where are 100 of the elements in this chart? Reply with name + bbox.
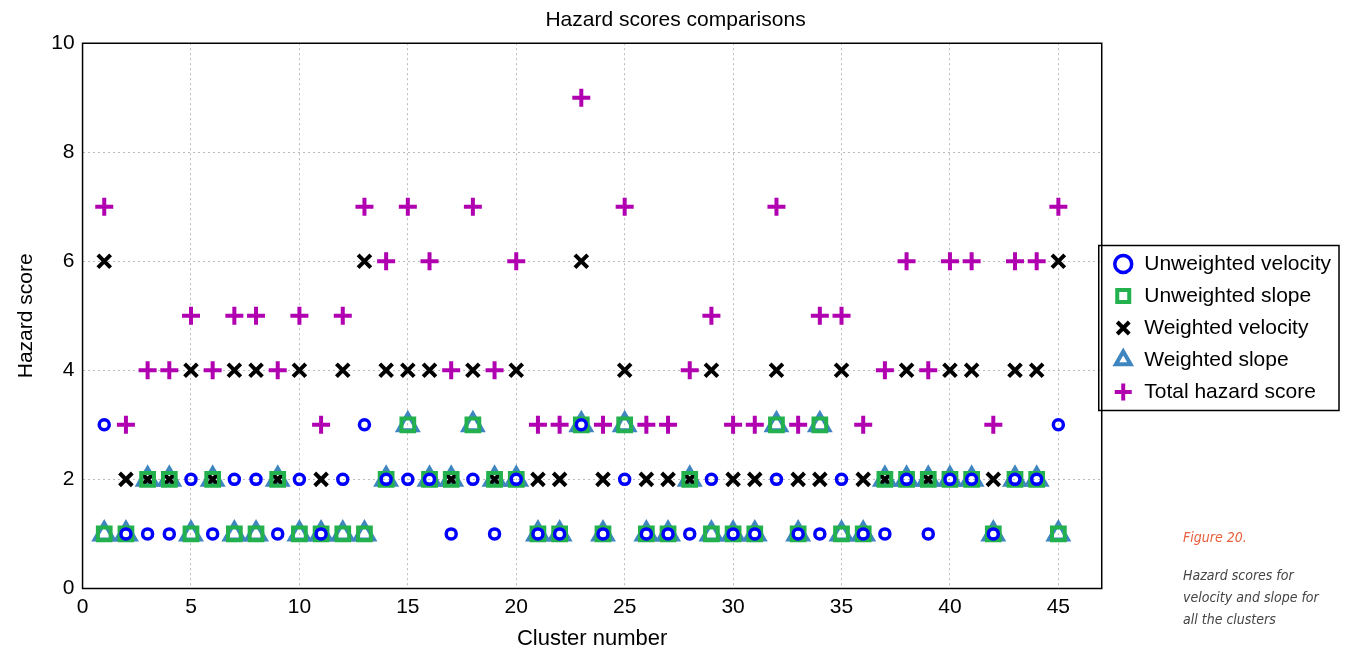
point (97, 418, 111, 432)
point (921, 527, 936, 541)
point (440, 359, 463, 382)
point (1050, 252, 1067, 270)
point (616, 361, 634, 379)
point (1028, 361, 1046, 379)
point (292, 472, 307, 487)
point (769, 472, 784, 487)
point (334, 361, 352, 379)
point (399, 361, 417, 379)
point (158, 359, 181, 382)
point (223, 304, 246, 327)
point (505, 250, 528, 273)
point (808, 304, 831, 327)
x-tick-label: 45 (1046, 593, 1071, 617)
point (722, 413, 745, 436)
point (960, 250, 983, 273)
point (746, 471, 764, 488)
x-tick-label: 5 (185, 593, 197, 617)
point (201, 359, 224, 382)
point (266, 359, 289, 382)
point (1006, 361, 1024, 379)
legend-label: Unweighted slope (1144, 282, 1312, 306)
point (483, 359, 506, 382)
y-tick-label: 10 (51, 30, 75, 53)
point (811, 471, 829, 488)
legend-label: Unweighted velocity (1144, 250, 1332, 274)
point (117, 471, 135, 488)
point (982, 413, 1005, 436)
point (205, 527, 220, 541)
point (637, 471, 655, 488)
point (789, 471, 807, 488)
point (93, 195, 116, 218)
point (464, 361, 482, 379)
legend-label: Weighted slope (1144, 346, 1289, 370)
point (270, 527, 285, 541)
point (813, 527, 827, 541)
legend-label: Weighted velocity (1144, 314, 1309, 338)
point (551, 471, 568, 488)
chart-title: Hazard scores comparisons (545, 7, 806, 31)
point (249, 472, 263, 487)
point (401, 472, 415, 487)
point (743, 413, 766, 436)
point (288, 304, 311, 327)
legend-label: Total hazard score (1144, 378, 1316, 402)
point (657, 413, 680, 436)
point (594, 471, 612, 488)
point (572, 252, 590, 270)
x-tick-label: 35 (829, 593, 854, 617)
point (331, 304, 354, 327)
point (377, 361, 395, 379)
point (724, 471, 742, 488)
point (898, 361, 915, 379)
point (526, 413, 549, 436)
point (787, 413, 810, 436)
y-tick-label: 0 (62, 575, 75, 599)
point (873, 359, 896, 382)
x-tick-label: 30 (721, 593, 745, 617)
x-tick-label: 20 (504, 593, 528, 617)
point (659, 471, 677, 488)
point (114, 413, 137, 436)
y-axis-title: Hazard score (13, 253, 37, 379)
point (1047, 195, 1070, 218)
point (617, 472, 632, 487)
point (140, 527, 155, 541)
point (852, 413, 875, 436)
point (487, 527, 502, 541)
point (357, 418, 372, 432)
point (1051, 418, 1066, 432)
point (1004, 250, 1026, 273)
point (184, 472, 198, 487)
point (227, 472, 242, 487)
point (356, 252, 373, 270)
x-tick-label: 15 (396, 593, 420, 617)
y-tick-label: 8 (62, 139, 75, 163)
point (291, 361, 308, 379)
point (95, 252, 113, 270)
point (353, 195, 376, 218)
point (700, 304, 723, 327)
point (375, 250, 398, 273)
point (917, 359, 940, 382)
point (336, 472, 350, 487)
point (1025, 250, 1048, 273)
x-tick-label: 10 (287, 593, 312, 617)
point (310, 413, 333, 436)
point (941, 361, 959, 379)
point (179, 304, 202, 327)
point (225, 361, 243, 379)
caption: Figure 20. (1183, 528, 1248, 547)
point (421, 361, 438, 379)
point (834, 472, 849, 487)
point (247, 361, 265, 379)
point (938, 250, 961, 273)
point (396, 195, 419, 218)
text: Hazard scores for velocity and slope for all the clusters (1183, 566, 1321, 629)
point (703, 361, 720, 379)
point (768, 361, 785, 379)
x-tick-label: 25 (612, 593, 637, 617)
point (895, 250, 918, 273)
point (136, 359, 159, 382)
